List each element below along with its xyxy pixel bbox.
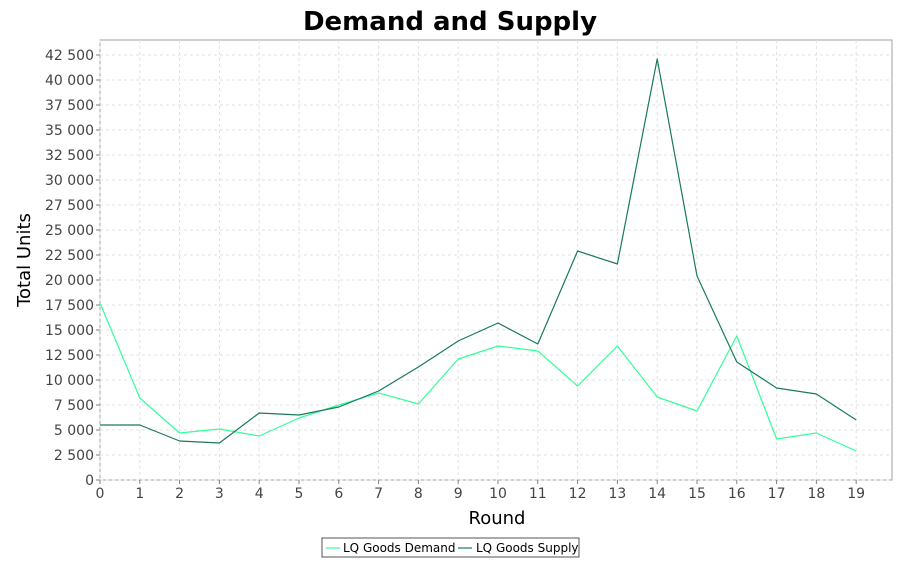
y-tick-label: 20 000 xyxy=(45,273,94,289)
y-tick-label: 37 500 xyxy=(45,98,94,114)
x-axis-label: Round xyxy=(469,508,526,529)
y-tick-label: 12 500 xyxy=(45,348,94,364)
x-tick-label: 10 xyxy=(489,486,507,502)
legend: LQ Goods Demand LQ Goods Supply xyxy=(321,537,580,558)
x-tick-label: 0 xyxy=(96,486,105,502)
y-tick-label: 40 000 xyxy=(45,73,94,89)
legend-label-demand: LQ Goods Demand xyxy=(343,541,456,555)
y-tick-label: 0 xyxy=(85,473,94,489)
x-tick-label: 9 xyxy=(454,486,463,502)
y-tick-label: 25 000 xyxy=(45,223,94,239)
x-tick-label: 3 xyxy=(215,486,224,502)
x-tick-label: 8 xyxy=(414,486,423,502)
y-tick-label: 32 500 xyxy=(45,148,94,164)
x-tick-label: 14 xyxy=(648,486,666,502)
x-tick-label: 19 xyxy=(847,486,865,502)
x-tick-label: 7 xyxy=(374,486,383,502)
y-tick-label: 15 000 xyxy=(45,323,94,339)
x-tick-label: 12 xyxy=(569,486,587,502)
x-gridlines xyxy=(99,40,857,480)
x-tick-label: 13 xyxy=(608,486,626,502)
series-line-supply xyxy=(100,58,857,444)
x-tick-label: 1 xyxy=(135,486,144,502)
y-tick-label: 7 500 xyxy=(54,398,94,414)
y-tick-label: 30 000 xyxy=(45,173,94,189)
legend-label-supply: LQ Goods Supply xyxy=(476,541,579,555)
x-tick-label: 18 xyxy=(807,486,825,502)
x-tick-label: 15 xyxy=(688,486,706,502)
x-tick-label: 6 xyxy=(334,486,343,502)
y-gridlines xyxy=(100,54,892,481)
x-tick-label: 4 xyxy=(255,486,264,502)
x-axis-ticks: 0 1 2 3 4 5 6 7 8 9 10 11 12 13 14 15 16 17 18 19 xyxy=(96,480,865,502)
y-axis-label: Total Units xyxy=(14,213,35,308)
x-tick-label: 17 xyxy=(768,486,786,502)
x-tick-label: 11 xyxy=(529,486,547,502)
x-tick-label: 2 xyxy=(175,486,184,502)
y-tick-label: 35 000 xyxy=(45,123,94,139)
y-tick-label: 27 500 xyxy=(45,198,94,214)
legend-box xyxy=(321,537,580,558)
y-tick-label: 5 000 xyxy=(54,423,94,439)
y-axis-ticks: 0 2 500 5 000 7 500 10 000 12 500 15 000 17 500… xyxy=(45,48,100,489)
y-tick-label: 22 500 xyxy=(45,248,94,264)
x-tick-label: 5 xyxy=(295,486,304,502)
y-tick-label: 10 000 xyxy=(45,373,94,389)
chart-title: Demand and Supply xyxy=(303,7,597,37)
y-tick-label: 17 500 xyxy=(45,298,94,314)
series-lines xyxy=(99,58,857,452)
plot-area xyxy=(99,39,893,481)
y-tick-label: 2 500 xyxy=(54,448,94,464)
y-tick-label: 42 500 xyxy=(45,48,94,64)
x-tick-label: 16 xyxy=(728,486,746,502)
